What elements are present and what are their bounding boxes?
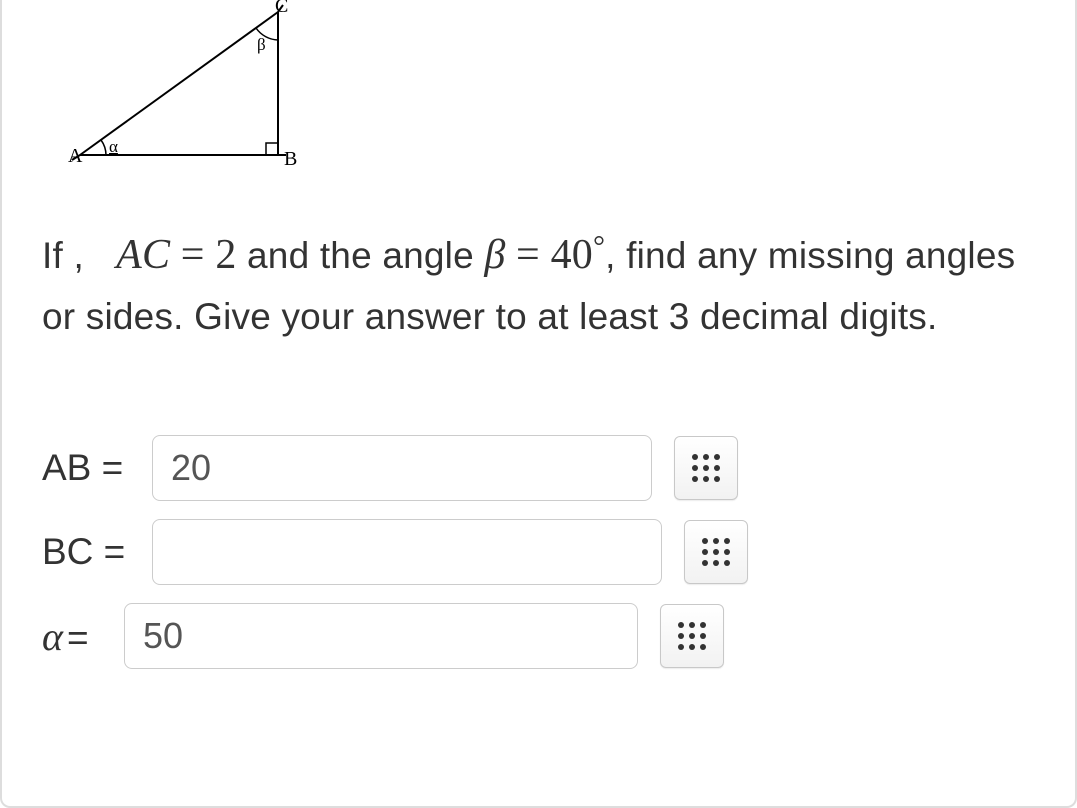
prompt-side-symbol: AC <box>116 232 170 278</box>
prompt-side-value: 2 <box>215 232 236 278</box>
label-alpha-eq: = <box>67 617 89 658</box>
answers-block: AB = BC = <box>42 435 1035 669</box>
prompt-angle-value: 40 <box>551 232 593 278</box>
input-alpha[interactable] <box>124 603 638 669</box>
keypad-icon <box>688 450 724 486</box>
answer-row-AB: AB = <box>42 435 1035 501</box>
input-AB[interactable] <box>152 435 652 501</box>
prompt-mid: and the angle <box>247 235 484 276</box>
answer-row-alpha: α= <box>42 603 1035 669</box>
prompt-eq2: = <box>516 232 551 278</box>
label-alpha: α= <box>42 613 124 660</box>
prompt-degree: ° <box>593 230 605 263</box>
prompt-prefix: If , <box>42 235 84 276</box>
answer-row-BC: BC = <box>42 519 1035 585</box>
triangle-figure: A B C α β <box>62 0 317 195</box>
vertex-C-label: C <box>275 0 288 17</box>
keypad-button-BC[interactable] <box>684 520 748 584</box>
keypad-icon <box>698 534 734 570</box>
question-panel: A B C α β If , AC = 2 and the angle β = … <box>0 0 1077 808</box>
label-alpha-symbol: α <box>42 614 63 659</box>
keypad-button-alpha[interactable] <box>660 604 724 668</box>
angle-alpha-label: α <box>109 137 118 156</box>
label-AB: AB = <box>42 447 152 489</box>
prompt-angle-symbol: β <box>484 232 505 278</box>
vertex-B-label: B <box>284 148 297 170</box>
label-BC: BC = <box>42 531 152 573</box>
question-prompt: If , AC = 2 and the angle β = 40°, find … <box>42 223 1035 345</box>
keypad-button-AB[interactable] <box>674 436 738 500</box>
keypad-icon <box>674 618 710 654</box>
vertex-A-label: A <box>68 145 83 167</box>
triangle-svg: A B C α β <box>62 0 317 195</box>
angle-beta-label: β <box>257 35 266 54</box>
input-BC[interactable] <box>152 519 662 585</box>
prompt-eq1: = <box>181 232 216 278</box>
